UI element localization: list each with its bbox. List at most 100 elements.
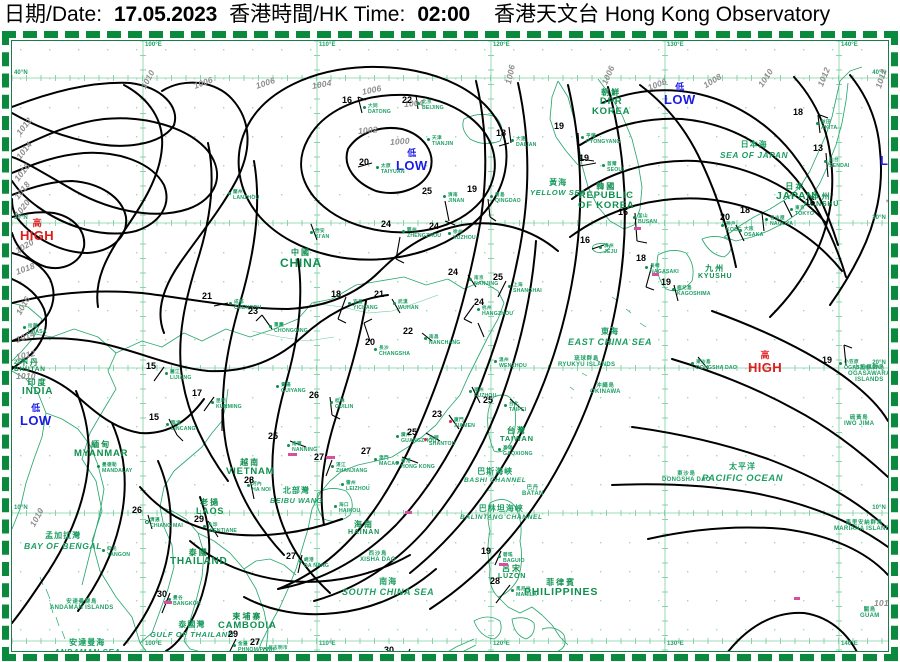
station-dot <box>246 483 250 487</box>
station-temperature: 27 <box>286 551 297 561</box>
graticule-lat-label: 20°N <box>14 360 28 366</box>
graticule-lon-label-top: 140°E <box>841 42 858 48</box>
station-temperature: 19 <box>481 546 492 556</box>
station-temperature: 19 <box>822 355 833 365</box>
station-temperature: 28 <box>244 475 255 485</box>
graticule-lat-label-right: 20°N <box>872 360 886 366</box>
station-dot <box>286 443 290 447</box>
station-temperature: 20 <box>359 157 370 167</box>
station-plot-bar <box>326 456 335 459</box>
station-dot <box>392 301 396 305</box>
station-dot <box>167 597 171 601</box>
station-plot-bar <box>288 453 297 456</box>
date-label: 日期/Date: <box>4 3 103 26</box>
graticule-lon-label-top: 120°E <box>493 42 510 48</box>
station-dot <box>442 194 446 198</box>
station-dot <box>101 548 105 552</box>
station-temperature: 15 <box>146 361 157 371</box>
station-dot <box>838 361 842 365</box>
station-temperature: 21 <box>374 289 385 299</box>
graticule-lon-label-bottom: 110°E <box>319 641 336 647</box>
station-temperature: 26 <box>309 390 320 400</box>
station-dot <box>210 400 214 404</box>
map-canvas: 40°N 40°N 30°N 30°N 20°N 20°N 10°N 10°N 100°E 100… <box>12 41 888 651</box>
station-dot <box>468 277 472 281</box>
graticule-lon-label-top: 110°E <box>319 42 336 48</box>
station-dot <box>329 400 333 404</box>
station-temperature: 20 <box>720 212 731 222</box>
isobar-layer <box>12 65 888 651</box>
station-dot <box>489 194 493 198</box>
chart-border-dashed <box>2 31 898 661</box>
station-dot <box>395 434 399 438</box>
station-dot <box>401 229 405 233</box>
graticule-lat-label-right: 40°N <box>872 70 886 76</box>
station-dot <box>426 137 430 141</box>
station-temperature: 20 <box>365 337 376 347</box>
station-dot <box>423 336 427 340</box>
station-temperature: 24 <box>381 219 392 229</box>
station-dot <box>298 559 302 563</box>
station-temperature: 25 <box>483 395 494 405</box>
station-temperature: 13 <box>813 143 824 153</box>
graticule-lon-label-bottom: 120°E <box>493 641 510 647</box>
station-temperature: 24 <box>429 221 440 231</box>
station-temperature: 19 <box>467 184 478 194</box>
graticule-lat-label-right: 10°N <box>872 505 886 511</box>
station-dot <box>333 504 337 508</box>
station-dot <box>510 138 514 142</box>
wind-barb-layer <box>147 94 853 651</box>
station-temperature: 27 <box>314 452 325 462</box>
station-temperature: 27 <box>361 446 372 456</box>
station-temperature: 29 <box>194 514 205 524</box>
station-temperature: 24 <box>474 297 485 307</box>
station-temperature: 25 <box>407 427 418 437</box>
date-value: 17.05.2023 <box>114 3 218 26</box>
isobar-label: 1000 <box>389 135 411 147</box>
graticule-layer <box>12 41 888 651</box>
station-temperature: 18 <box>740 205 751 215</box>
station-dot <box>476 307 480 311</box>
station-dot <box>601 163 605 167</box>
station-dot <box>823 159 827 163</box>
station-temperature: 16 <box>342 95 353 105</box>
station-temperature: 18 <box>793 107 804 117</box>
station-temperature: 15 <box>149 412 160 422</box>
station-dot <box>671 287 675 291</box>
station-temperature: 23 <box>248 306 259 316</box>
station-dot <box>22 325 26 329</box>
station-dot <box>764 217 768 221</box>
weather-chart: 40°N 40°N 30°N 30°N 20°N 20°N 10°N 10°N 100°E 100… <box>0 30 900 662</box>
station-dot <box>416 101 420 105</box>
graticule-lat-label-right: 30°N <box>872 215 886 221</box>
station-dot <box>268 324 272 328</box>
station-temperature: 18 <box>496 128 507 138</box>
station-dot <box>448 419 452 423</box>
graticule-lat-label: 30°N <box>14 215 28 221</box>
station-temperature: 16 <box>618 207 629 217</box>
station-temperature: 27 <box>250 637 261 647</box>
station-dot <box>493 359 497 363</box>
station-dot <box>373 347 377 351</box>
station-temperature: 21 <box>202 291 213 301</box>
station-plot-bar <box>652 273 659 276</box>
station-dot <box>507 284 511 288</box>
station-dot <box>395 460 399 464</box>
graticule-lon-label-bottom: 140°E <box>841 641 858 647</box>
isobar-label: 1010 <box>16 371 36 381</box>
station-dot <box>262 647 267 651</box>
station-dot <box>228 301 232 305</box>
station-dot <box>232 643 236 647</box>
station-temperature: 19 <box>579 153 590 163</box>
station-dot <box>362 105 366 109</box>
graticule-lat-label: 40°N <box>14 70 28 76</box>
station-dot <box>503 403 507 407</box>
station-temperature: 18 <box>636 253 647 263</box>
station-dot <box>373 457 377 461</box>
time-label: 香港時間/HK Time: <box>229 3 406 26</box>
station-dot <box>644 265 648 269</box>
station-temperature: 25 <box>268 431 279 441</box>
station-dot <box>227 191 231 195</box>
station-dot <box>690 361 694 365</box>
isobar-label: 1012 <box>874 598 888 608</box>
